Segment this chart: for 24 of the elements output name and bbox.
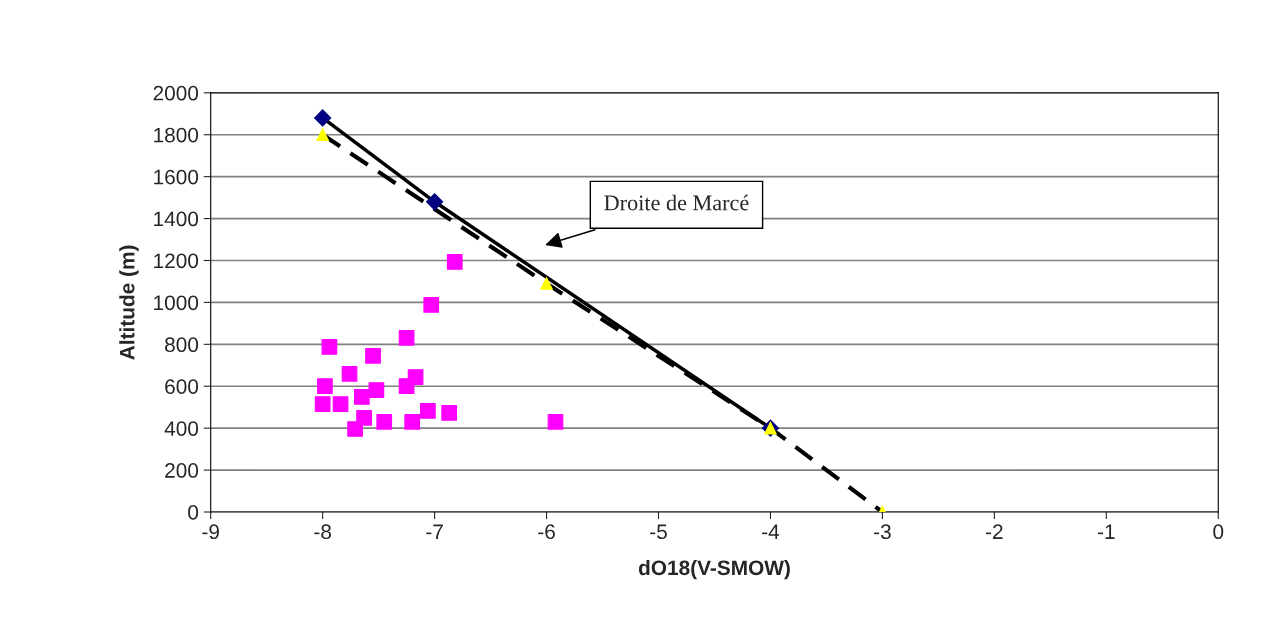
x-tick-label: 0 xyxy=(1213,524,1224,540)
annotation: Droite de Marcé xyxy=(604,194,749,211)
x-tick-label: -8 xyxy=(314,524,332,540)
y-axis-title: Altitude (m) xyxy=(119,245,139,360)
x-tick-label: -4 xyxy=(762,524,780,539)
y-tick-label: 0 xyxy=(188,505,199,520)
y-tick-label: 1800 xyxy=(154,127,199,143)
y-tick-label: 1600 xyxy=(154,169,199,185)
x-axis-title: dO18(V-SMOW) xyxy=(638,559,790,580)
y-tick-label: 2000 xyxy=(153,85,199,101)
x-tick-label: -1 xyxy=(1097,524,1115,539)
y-tick-label: 600 xyxy=(165,379,199,394)
x-tick-label: -9 xyxy=(202,524,219,540)
x-tick-label: -6 xyxy=(538,524,555,540)
y-tick-label: 200 xyxy=(165,463,199,478)
y-tick-label: 400 xyxy=(164,421,199,436)
y-tick-label: 1000 xyxy=(154,295,199,311)
x-tick-label: -7 xyxy=(426,524,443,539)
y-tick-label: 1200 xyxy=(154,253,199,269)
x-tick-label: -5 xyxy=(650,524,667,540)
x-tick-label: -3 xyxy=(874,524,891,540)
y-tick-label: 800 xyxy=(165,337,199,353)
y-tick-label: 1400 xyxy=(154,211,199,227)
x-tick-label: -2 xyxy=(986,524,1003,539)
